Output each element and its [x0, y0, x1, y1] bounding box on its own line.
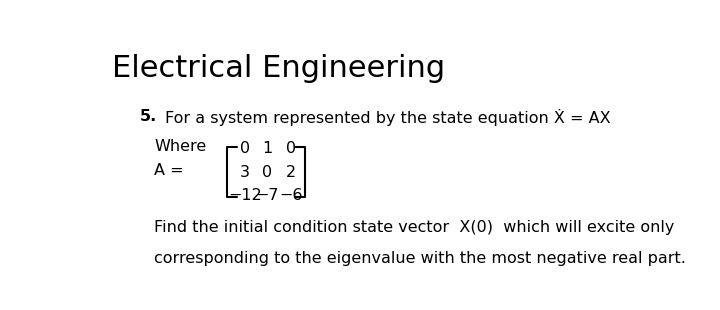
Text: For a system represented by the state equation Ẋ = AX: For a system represented by the state eq…: [166, 109, 611, 126]
Text: 1: 1: [262, 141, 273, 156]
Text: 0: 0: [286, 141, 296, 156]
Text: 0: 0: [240, 141, 250, 156]
Text: −12: −12: [228, 188, 262, 203]
Text: Where: Where: [154, 139, 207, 154]
Text: A =: A =: [154, 163, 189, 178]
Text: Electrical Engineering: Electrical Engineering: [112, 54, 446, 83]
Text: Find the initial condition state vector  X(0)  which will excite only: Find the initial condition state vector …: [154, 220, 675, 235]
Text: 5.: 5.: [140, 109, 158, 124]
Text: −7: −7: [256, 188, 279, 203]
Text: corresponding to the eigenvalue with the most negative real part.: corresponding to the eigenvalue with the…: [154, 251, 686, 266]
Text: 3: 3: [240, 165, 250, 179]
Text: −6: −6: [279, 188, 302, 203]
Text: 2: 2: [286, 165, 296, 179]
Text: 0: 0: [262, 165, 272, 179]
